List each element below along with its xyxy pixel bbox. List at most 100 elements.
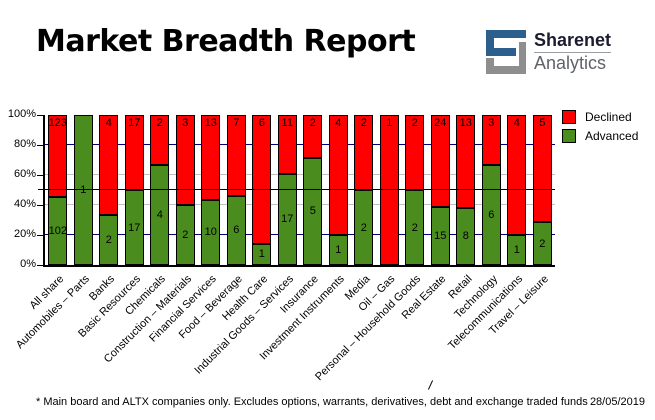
declined-segment: 4 [507,115,527,235]
advanced-segment: 2 [175,205,195,265]
advanced-value-label: 2 [105,234,112,246]
declined-value-label: 7 [233,117,240,129]
declined-value-label: 2 [360,117,367,129]
bar-industrial-goods-services: 11 17 [277,115,297,265]
advanced-value-label: 2 [539,237,546,250]
declined-segment: 2 [354,115,374,190]
sharenet-logo-text: Sharenet Analytics [534,30,612,73]
advanced-value-label: 8 [462,230,469,243]
bar-financial-services: 13 10 [201,115,221,265]
bar-basic-resources: 17 17 [124,115,144,265]
declined-segment: 4 [328,115,348,235]
advanced-segment: 6 [226,195,246,265]
declined-value-label: 11 [281,117,293,129]
gridline-40 [45,204,555,205]
advanced-segment: 8 [456,207,476,265]
declined-value-label: 2 [156,117,163,129]
y-axis-label: 60% [13,168,36,180]
declined-segment: 3 [481,115,501,165]
declined-segment: 7 [226,115,246,196]
advanced-segment: 2 [99,215,119,265]
declined-value-label: 6 [258,117,265,129]
advanced-value-label: 2 [360,221,367,234]
legend-label: Advanced [585,129,639,143]
advanced-segment: 17 [124,190,144,265]
legend-label: Declined [585,110,632,124]
declined-value-label: 1 [386,117,393,129]
declined-value-label: 4 [105,117,112,129]
y-axis-tick [37,175,43,176]
advanced-segment: 2 [405,190,425,265]
declined-swatch [562,110,576,124]
advanced-value-label: 10 [204,226,217,239]
y-axis-label: 80% [13,138,36,150]
declined-segment: 2 [150,115,170,165]
gridline-60 [45,174,555,175]
advanced-segment: 4 [150,165,170,265]
advanced-value-label: 102 [48,225,67,237]
y-axis-tick [37,235,43,236]
advanced-segment: 1 [328,235,348,265]
advanced-segment: 6 [481,165,501,265]
y-axis-label: 0% [20,258,36,270]
bar-automobiles-parts: 1 [73,115,93,265]
declined-value-label: 24 [434,117,447,129]
advanced-segment: 10 [201,199,221,265]
declined-segment: 2 [303,115,323,158]
advanced-value-label: 1 [258,248,265,261]
declined-segment: 13 [201,115,221,200]
y-axis-tick [37,205,43,206]
advanced-value-label: 6 [233,224,240,237]
declined-segment: 13 [456,115,476,208]
advanced-value-label: 1 [335,244,342,256]
advanced-segment: 1 [252,243,272,265]
declined-segment: 11 [277,115,297,174]
gridline-20 [45,234,555,235]
advanced-swatch [562,129,576,143]
y-axis-label: 40% [13,198,36,210]
declined-value-label: 3 [488,117,495,129]
declined-segment: 3 [175,115,195,205]
advanced-segment: 1 [507,235,527,265]
declined-segment: 24 [430,115,450,208]
declined-value-label: 4 [335,117,342,129]
advanced-segment: 102 [48,197,68,265]
declined-value-label: 4 [513,117,520,129]
footnote: * Main board and ALTX companies only. Ex… [36,396,588,408]
advanced-segment: 17 [277,173,297,265]
advanced-value-label: 17 [128,221,141,234]
bar-real-estate: 24 15 [430,115,450,265]
declined-segment: 123 [48,115,68,197]
declined-segment: 1 [379,115,399,265]
advanced-value-label: 1 [513,244,520,256]
logo-line-sharenet: Sharenet [534,30,612,50]
declined-value-label: 13 [204,117,217,129]
sharenet-logo-icon [486,30,526,74]
gridline-80 [45,144,555,145]
advanced-value-label: 2 [182,229,189,241]
logo-divider [534,51,612,53]
legend-item-advanced: Advanced [562,129,638,143]
advanced-segment: 1 [73,115,93,265]
advanced-segment: 2 [354,190,374,265]
bar-oil-gas: 1 [379,115,399,265]
chart-legend: Declined Advanced [562,110,638,148]
plot-area: 123 102 1 4 2 17 17 2 4 3 2 13 10 7 6 6 1 11 17 2 5 4 1 2 2 1 2 2 24… [38,115,555,267]
legend-item-declined: Declined [562,110,638,124]
bar-retail: 13 8 [456,115,476,265]
declined-value-label: 2 [411,117,418,129]
bar-all-share: 123 102 [48,115,68,265]
sharenet-logo: Sharenet Analytics [486,30,612,74]
y-axis-tick [37,145,43,146]
fifty-percent-line [38,189,555,190]
